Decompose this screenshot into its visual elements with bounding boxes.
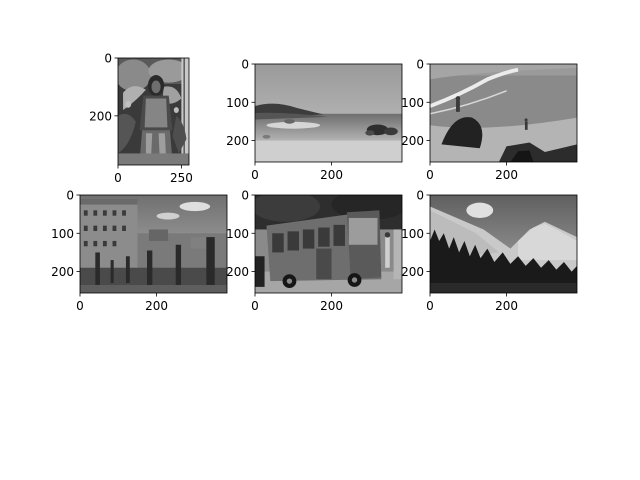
x-tick-label: 0 [426,168,434,182]
axes-frame [429,63,578,163]
y-tick-label: 200 [89,109,112,123]
image-ceremonial-figure [118,58,189,165]
image-mountain-forest [430,195,577,293]
y-tick-label: 100 [401,227,424,241]
image-waves-shore [430,64,577,162]
subplot-6 [430,195,577,293]
axes-frame [79,194,228,294]
axes-layer: 0 250 0 200 0 200 0 100 200 0 200 0 100 200 0 200 0 100 20… [51,52,578,313]
y-tick-label: 0 [416,189,424,203]
x-tick-label: 200 [320,299,343,313]
y-tick-label: 200 [401,134,424,148]
axes-1: 0 250 0 200 [89,52,193,186]
subplot-2 [255,64,402,162]
y-tick-label: 100 [226,96,249,110]
y-tick-label: 200 [226,134,249,148]
y-tick-label: 200 [51,265,74,279]
axes-frame [429,194,578,294]
y-tick-label: 100 [226,227,249,241]
x-tick-label: 200 [495,299,518,313]
y-tick-label: 0 [241,189,249,203]
image-tropical-beach [255,64,402,162]
axes-frame [117,57,190,166]
x-tick-label: 250 [170,171,193,185]
x-tick-label: 200 [495,168,518,182]
y-tick-label: 0 [66,189,74,203]
axes-6: 0 200 0 100 200 [401,189,578,313]
x-tick-label: 0 [76,299,84,313]
y-tick-label: 100 [51,227,74,241]
y-tick-label: 200 [401,265,424,279]
y-tick-label: 0 [416,58,424,72]
subplot-4 [80,195,227,293]
subplot-3 [430,64,577,162]
y-tick-label: 200 [226,265,249,279]
subplot-1 [118,58,189,165]
axes-2: 0 200 0 100 200 [226,58,403,182]
image-city-bus [255,195,402,293]
subplot-5 [255,195,402,293]
y-tick-label: 0 [104,52,112,66]
x-tick-label: 0 [114,171,122,185]
x-tick-label: 200 [145,299,168,313]
axes-4: 0 200 0 100 200 [51,189,228,313]
axes-3: 0 200 0 100 200 [401,58,578,182]
axes-frame [254,63,403,163]
x-tick-label: 0 [251,299,259,313]
axes-5: 0 200 0 100 200 [226,189,403,313]
x-tick-label: 0 [251,168,259,182]
image-ancient-ruins [80,195,227,293]
y-tick-label: 100 [401,96,424,110]
y-tick-label: 0 [241,58,249,72]
axes-frame [254,194,403,294]
x-tick-label: 0 [426,299,434,313]
x-tick-label: 200 [320,168,343,182]
